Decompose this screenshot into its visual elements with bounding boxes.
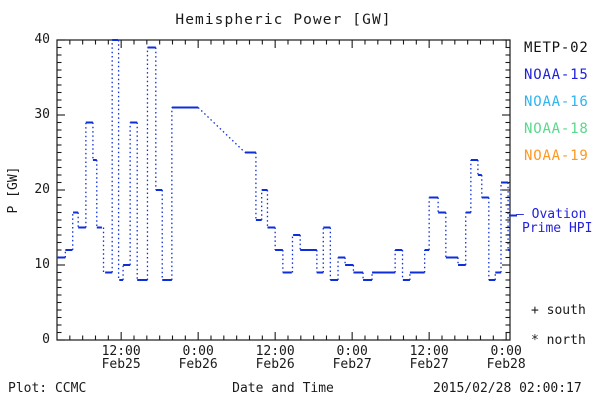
y-tick-label: 30 [34,107,50,122]
asterisk-marker-icon: * [531,333,539,348]
legend-item-noaa-19: NOAA-19 [524,148,589,164]
x-tick-time: 0:00 [490,344,522,359]
x-tick-label: 12:00 Feb25 [89,345,153,371]
plot-timestamp: 2015/02/28 02:00:17 [433,381,582,396]
legend-marker-south: + south [531,303,586,318]
x-tick-label: 0:00 Feb26 [166,345,230,371]
y-tick-label: 40 [34,32,50,47]
chart-title: Hemispheric Power [GW] [175,12,392,28]
legend-item-metp-02: METP-02 [524,40,589,56]
x-axis-title: Date and Time [232,381,334,396]
plus-marker-icon: + [531,303,539,318]
x-tick-date: Feb26 [255,357,295,372]
data-connector [197,107,246,153]
legend-marker-north: * north [531,333,586,348]
south-label: south [546,303,586,318]
x-tick-date: Feb25 [101,357,141,372]
north-label: north [546,333,586,348]
x-tick-date: Feb27 [332,357,372,372]
y-tick-label: 0 [42,332,50,347]
x-tick-date: Feb27 [409,357,449,372]
x-tick-date: Feb26 [178,357,218,372]
plot-credit: Plot: CCMC [8,381,87,396]
ovation-label-line2: Prime HPI [522,220,593,236]
x-tick-time: 12:00 [255,344,295,359]
x-tick-time: 0:00 [336,344,368,359]
x-tick-label: 0:00 Feb27 [320,345,384,371]
x-tick-label: 12:00 Feb26 [243,345,307,371]
legend-item-noaa-18: NOAA-18 [524,121,589,137]
x-tick-date: Feb28 [486,357,526,372]
x-tick-label: 12:00 Feb27 [397,345,461,371]
ovation-label-line1: — Ovation [516,207,587,222]
legend-item-noaa-16: NOAA-16 [524,94,589,110]
plot-frame [56,39,511,341]
x-tick-time: 12:00 [409,344,449,359]
y-tick-label: 20 [34,182,50,197]
legend-ovation-prime-hpi: — Ovation Prime HPI [516,208,600,235]
x-tick-label: 0:00 Feb28 [474,345,538,371]
x-tick-time: 0:00 [182,344,214,359]
y-tick-label: 10 [34,257,50,272]
legend-item-noaa-15: NOAA-15 [524,67,589,83]
x-tick-time: 12:00 [101,344,141,359]
